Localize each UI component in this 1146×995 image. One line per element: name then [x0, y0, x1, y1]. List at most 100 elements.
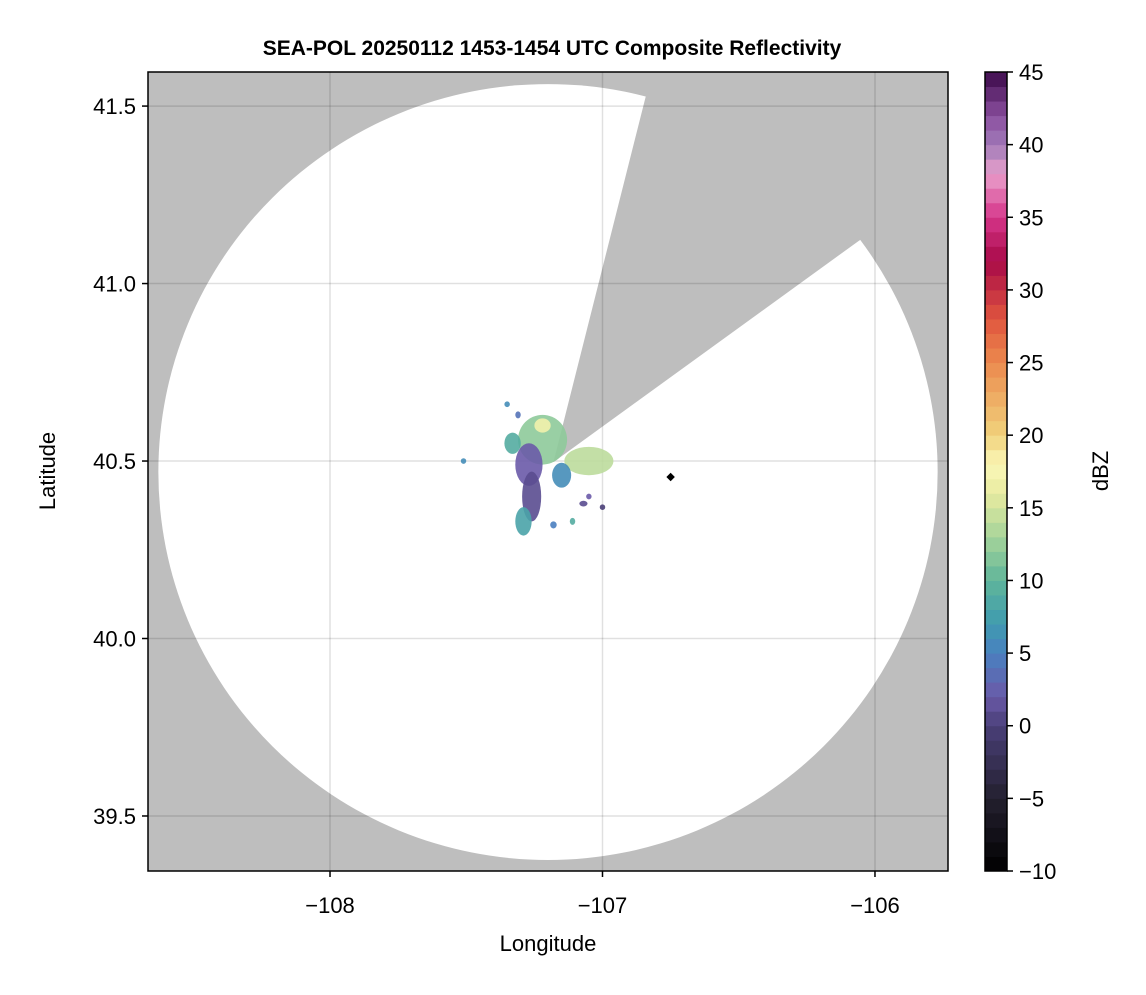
y-tick-label: 40.0 [93, 627, 136, 652]
colorbar-level [985, 740, 1007, 756]
colorbar-level [985, 507, 1007, 523]
echo-cell [552, 462, 572, 488]
y-axis-label: Latitude [35, 432, 60, 510]
colorbar-level [985, 130, 1007, 146]
y-tick-label: 41.0 [93, 272, 136, 297]
colorbar-level [985, 362, 1007, 378]
colorbar-level [985, 159, 1007, 175]
colorbar-tick-label: 5 [1019, 641, 1031, 666]
colorbar-level [985, 318, 1007, 334]
grid [148, 72, 948, 871]
colorbar-tick-label: 0 [1019, 714, 1031, 739]
colorbar-level [985, 493, 1007, 509]
colorbar-level [985, 449, 1007, 465]
colorbar-level [985, 101, 1007, 117]
colorbar: −10 −5 0 5 10 15 20 25 30 35 40 45 [984, 60, 1056, 884]
colorbar-level [985, 667, 1007, 683]
colorbar-level [985, 478, 1007, 494]
colorbar-tick-label: 25 [1019, 351, 1043, 376]
colorbar-level [985, 565, 1007, 581]
colorbar-level [985, 696, 1007, 712]
echo-cell [515, 411, 521, 419]
colorbar-level [985, 609, 1007, 625]
colorbar-level [985, 72, 1007, 88]
colorbar-level [985, 551, 1007, 567]
plot-area [148, 72, 948, 871]
echo-cell [515, 507, 532, 536]
colorbar-level [985, 682, 1007, 698]
colorbar-level [985, 217, 1007, 233]
radar-site-marker [666, 472, 675, 482]
colorbar-level [985, 231, 1007, 247]
colorbar-level [985, 260, 1007, 276]
colorbar-level [985, 188, 1007, 204]
echo-cell [504, 432, 521, 454]
colorbar-level [985, 333, 1007, 349]
colorbar-level [985, 304, 1007, 320]
colorbar-level [985, 246, 1007, 262]
colorbar-level [985, 624, 1007, 640]
echo-cell [534, 418, 551, 433]
colorbar-level [985, 435, 1007, 451]
colorbar-tick-label: 15 [1019, 496, 1043, 521]
colorbar-level [985, 275, 1007, 291]
colorbar-level [985, 812, 1007, 828]
colorbar-level [985, 464, 1007, 480]
colorbar-level [985, 86, 1007, 102]
colorbar-level [985, 580, 1007, 596]
colorbar-tick-label: 10 [1019, 568, 1043, 593]
echo-cell [579, 500, 588, 507]
reflectivity-echoes [460, 401, 675, 536]
colorbar-level [985, 827, 1007, 843]
x-axis-label: Longitude [500, 931, 597, 956]
blocked-sector [553, 72, 948, 463]
colorbar-label: dBZ [1088, 451, 1113, 491]
colorbar-tick-label: −10 [1019, 859, 1056, 884]
colorbar-level [985, 522, 1007, 538]
colorbar-frame [984, 71, 1008, 872]
colorbar-tick-label: 30 [1019, 278, 1043, 303]
echo-cell [504, 401, 510, 408]
echo-cell [564, 446, 614, 476]
colorbar-level [985, 115, 1007, 131]
echo-cell [599, 504, 606, 511]
colorbar-level [985, 420, 1007, 436]
colorbar-level [985, 289, 1007, 305]
colorbar-level [985, 841, 1007, 857]
echo-cell [586, 493, 592, 500]
colorbar-level [985, 173, 1007, 189]
colorbar-level [985, 406, 1007, 422]
colorbar-tick-label: 40 [1019, 133, 1043, 158]
colorbar-level [985, 391, 1007, 407]
echo-cell [550, 521, 557, 529]
x-axis: −108 −107 −106 [305, 871, 900, 918]
chart-title: SEA-POL 20250112 1453-1454 UTC Composite… [263, 37, 842, 60]
y-axis: 39.5 40.0 40.5 41.0 41.5 [93, 94, 148, 829]
colorbar-level [985, 377, 1007, 393]
colorbar-tick-label: 20 [1019, 423, 1043, 448]
x-tick-label: −108 [305, 893, 355, 918]
colorbar-level [985, 653, 1007, 669]
x-tick-label: −106 [850, 893, 900, 918]
colorbar-level [985, 144, 1007, 160]
colorbar-level [985, 725, 1007, 741]
colorbar-level [985, 711, 1007, 727]
colorbar-tick-label: 35 [1019, 205, 1043, 230]
colorbar-tick-label: −5 [1019, 786, 1044, 811]
y-tick-label: 39.5 [93, 804, 136, 829]
x-tick-label: −107 [578, 893, 628, 918]
colorbar-level [985, 536, 1007, 552]
colorbar-level [985, 856, 1007, 872]
colorbar-level [985, 638, 1007, 654]
colorbar-level [985, 202, 1007, 218]
colorbar-tick-label: 45 [1019, 60, 1043, 85]
y-tick-label: 41.5 [93, 94, 136, 119]
colorbar-level [985, 798, 1007, 814]
colorbar-level [985, 348, 1007, 364]
colorbar-level [985, 769, 1007, 785]
echo-cell [569, 517, 576, 525]
plot-frame [147, 71, 949, 872]
y-tick-label: 40.5 [93, 449, 136, 474]
echo-cell [460, 458, 467, 464]
